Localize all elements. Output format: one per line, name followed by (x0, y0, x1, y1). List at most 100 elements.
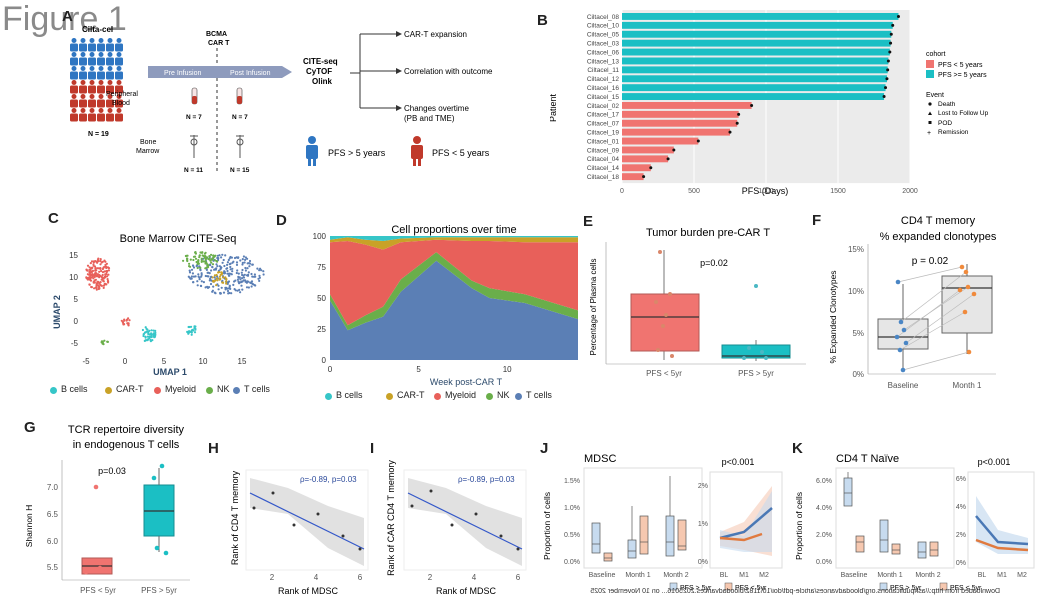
b-category-label: Ciltacel_04 (587, 156, 620, 163)
umap-point (228, 274, 231, 277)
panel-label-e: E (583, 213, 594, 230)
umap-point (196, 280, 199, 283)
umap-point (239, 291, 242, 294)
figure-title: Figure 1 (2, 0, 127, 38)
assay-cytof: CyTOF (306, 67, 332, 76)
h-xtick: 6 (358, 573, 363, 582)
e-point (664, 313, 668, 317)
umap-point (244, 266, 247, 270)
umap-point (213, 259, 216, 262)
c-xtick: 10 (199, 357, 208, 366)
umap-point (247, 280, 250, 283)
panel-label-k: K (792, 440, 803, 457)
umap-point (106, 269, 109, 273)
b-event-marker (889, 32, 893, 36)
umap-point (197, 275, 200, 278)
c-legend-bcells: B cells (61, 384, 88, 394)
umap-point (123, 319, 126, 322)
d-area-myeloid (330, 239, 578, 326)
umap-point (233, 280, 236, 283)
k-xtick: Month 1 (877, 572, 902, 579)
k-ytick: 2.0% (816, 532, 832, 539)
j-inset-ytick: 1% (698, 521, 708, 528)
umap-point (250, 281, 253, 284)
e-point (742, 356, 746, 360)
e-point (754, 284, 758, 288)
person-icon (88, 80, 96, 94)
umap-point (95, 285, 98, 288)
i-stat: ρ=-0.89, p=0.03 (458, 475, 515, 484)
f-title-2: % expanded clonotypes (880, 231, 997, 243)
pb-label-1: Peripheral (106, 91, 138, 98)
umap-point (195, 260, 198, 264)
b-event-marker (737, 112, 741, 116)
b-bar (622, 75, 887, 83)
umap-point (198, 278, 201, 281)
umap-point (195, 265, 198, 268)
b-category-label: Ciltacel_10 (587, 23, 620, 30)
b-event-title: Event (926, 92, 944, 99)
umap-point (102, 266, 105, 269)
umap-point (105, 262, 108, 265)
umap-point (97, 280, 100, 283)
e-point (654, 300, 658, 304)
umap-point (189, 277, 192, 280)
j-legend-bad: PFS < 5yr (735, 585, 767, 592)
umap-point (254, 275, 257, 278)
b-category-label: Ciltacel_18 (587, 174, 620, 181)
umap-point (206, 264, 210, 267)
umap-point (90, 273, 93, 277)
umap-point (198, 256, 201, 259)
b-xtick: 0 (620, 188, 624, 195)
umap-point (103, 259, 106, 262)
umap-point (221, 253, 224, 256)
j-xtick: Baseline (589, 572, 616, 579)
post-infusion-label: Post Infusion (230, 70, 271, 77)
g-pvalue: p=0.03 (98, 466, 126, 476)
outcome-pb-tme: (PB and TME) (404, 114, 455, 123)
c-xtick: 5 (162, 357, 167, 366)
c-xtick: 15 (238, 357, 247, 366)
d-area-car-t (330, 237, 578, 250)
umap-point (218, 277, 221, 281)
k-ytick: 0.0% (816, 559, 832, 566)
c-ylabel: UMAP 2 (52, 295, 62, 329)
umap-point (225, 282, 228, 285)
umap-point (192, 266, 196, 269)
panel-b-pfs-chart: Patient PFS (Days) 0 500 1000 1500 2000 Cilta… (550, 10, 989, 196)
b-event-marker (896, 14, 900, 18)
b-bar (622, 48, 890, 56)
b-event-marker (888, 50, 892, 54)
umap-point (246, 267, 249, 270)
umap-point (199, 266, 202, 269)
j-inset-xtick: M2 (759, 572, 769, 579)
person-icon (79, 52, 87, 66)
k-ylabel: Proportion of cells (794, 492, 804, 560)
umap-point (103, 270, 106, 273)
umap-point (220, 286, 223, 289)
umap-point (144, 336, 147, 339)
b-bar (622, 173, 644, 181)
umap-point (146, 328, 149, 331)
b-event-marker (750, 103, 754, 107)
umap-point (142, 333, 145, 336)
k-pvalue: p<0.001 (978, 457, 1011, 467)
h-xtick: 2 (270, 573, 275, 582)
b-event-remission: Remission (938, 129, 969, 136)
umap-point (106, 278, 109, 281)
umap-point (190, 268, 194, 271)
umap-point (99, 267, 102, 270)
panel-label-f: F (812, 212, 822, 229)
e-point (764, 356, 768, 360)
umap-point (222, 291, 226, 294)
umap-point (231, 267, 234, 270)
umap-point (251, 275, 254, 278)
person-icon (70, 38, 78, 52)
umap-point (194, 257, 198, 260)
umap-point (218, 271, 221, 274)
d-ytick: 50 (317, 294, 326, 303)
person-icon (115, 38, 123, 52)
umap-point (256, 267, 259, 270)
f-title-1: CD4 T memory (901, 215, 976, 227)
b-bar (622, 84, 886, 92)
